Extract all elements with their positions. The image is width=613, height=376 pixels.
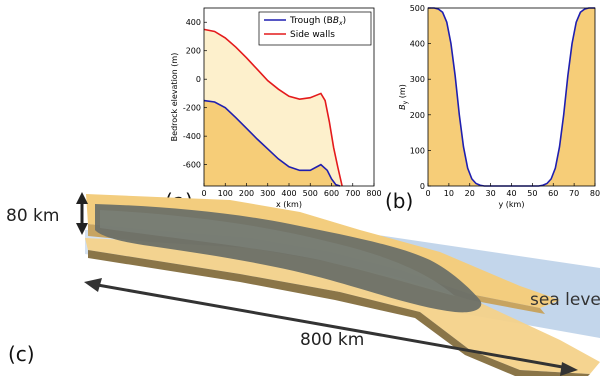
- y-tick-label: 500: [410, 4, 425, 13]
- y-tick-label: 0: [420, 182, 425, 191]
- legend-label: Trough (BBx): [289, 16, 346, 27]
- x-tick-label: 200: [239, 189, 254, 198]
- width-arrow-head-top: [76, 192, 88, 204]
- y-axis-label: By (m): [398, 84, 409, 110]
- panel-label-c: (c): [8, 342, 35, 366]
- chart-a: 0 100 200 300 400 500 600 700 800 -600 -400 -200 0 20…: [170, 7, 382, 209]
- length-arrow: [91, 282, 569, 370]
- x-tick-label: 50: [527, 189, 537, 198]
- panel-label-b: (b): [385, 189, 414, 213]
- x-tick-label: 30: [486, 189, 496, 198]
- x-tick-label: 700: [345, 189, 360, 198]
- length-arrow-head-right: [560, 362, 578, 376]
- bed-edge: [88, 250, 590, 376]
- y-tick-label: 200: [186, 47, 201, 56]
- x-tick-label: 600: [324, 189, 339, 198]
- length-arrow-head-left: [84, 278, 102, 292]
- x-axis-label: x (km): [276, 200, 302, 209]
- y-tick-label: -400: [183, 132, 201, 141]
- x-tick-label: 100: [218, 189, 233, 198]
- x-tick-label: 300: [260, 189, 275, 198]
- y-tick-label: 0: [196, 75, 201, 84]
- x-tick-label: 70: [569, 189, 579, 198]
- sea-level-label: sea leve: [530, 290, 601, 310]
- legend-box: [258, 11, 372, 46]
- ice-shade: [100, 210, 455, 296]
- y-tick-label: 200: [410, 111, 425, 120]
- y-tick-label: 400: [186, 18, 201, 27]
- bedrock-floor: [85, 238, 600, 374]
- x-tick-label: 80: [590, 189, 600, 198]
- y-tick-label: 400: [410, 40, 425, 49]
- length-label: 800 km: [300, 330, 365, 350]
- legend-label: Side walls: [290, 30, 335, 40]
- chart-b: 0 10 20 30 40 50 60 70 80 0 100 200 300 400 500 y (km) B…: [398, 4, 600, 209]
- x-tick-label: 20: [465, 189, 475, 198]
- x-tick-label: 40: [506, 189, 516, 198]
- x-tick-label: 400: [281, 189, 296, 198]
- series-line-side-walls: [203, 28, 343, 187]
- x-tick-label: 0: [425, 189, 430, 198]
- x-tick-label: 10: [444, 189, 454, 198]
- y-tick-label: 100: [410, 146, 425, 155]
- series-line-trough-b-x-: [203, 99, 341, 187]
- y-tick-label: 300: [410, 75, 425, 84]
- x-tick-label: 60: [548, 189, 558, 198]
- width-arrow-head-bottom: [76, 223, 88, 235]
- y-axis-label: Bedrock elevation (m): [170, 53, 179, 142]
- y-tick-label: -600: [183, 161, 201, 170]
- x-tick-label: 0: [201, 189, 206, 198]
- x-tick-label: 800: [366, 189, 381, 198]
- fill-under-trough: [204, 100, 340, 186]
- fill-between: [204, 29, 343, 186]
- x-tick-label: 500: [303, 189, 318, 198]
- width-label: 80 km: [6, 206, 60, 226]
- y-tick-label: -200: [183, 104, 201, 113]
- x-axis-label: y (km): [499, 200, 525, 209]
- glacier-3d-render: [76, 192, 600, 376]
- fill-under-profile: [428, 8, 595, 186]
